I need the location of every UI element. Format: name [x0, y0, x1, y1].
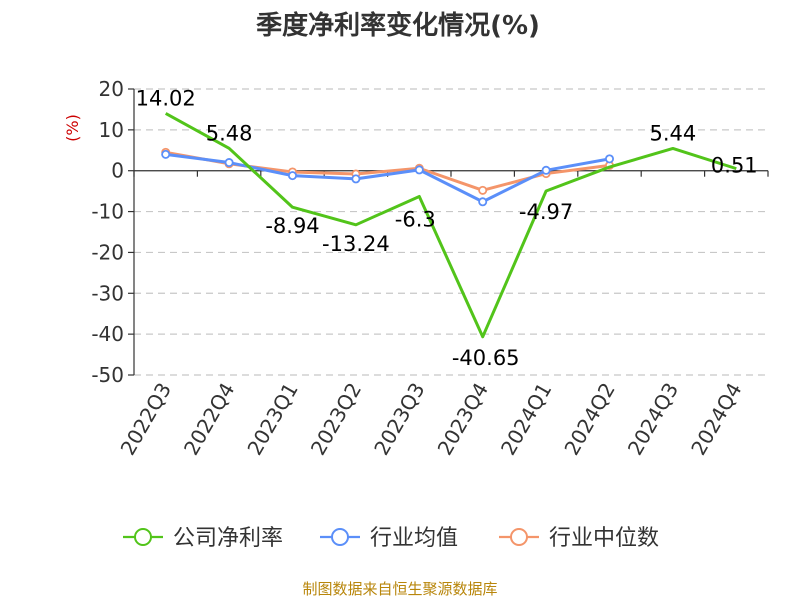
y-tick-label: 20 — [99, 77, 124, 101]
data-label: -6.3 — [395, 207, 436, 231]
series-point-1[interactable] — [478, 197, 488, 207]
legend-swatch-marker — [510, 528, 528, 546]
y-axis-label: (%) — [63, 114, 82, 142]
y-tick-label: -40 — [91, 322, 124, 346]
x-tick-label: 2022Q3 — [116, 379, 176, 460]
series-point-1[interactable] — [541, 165, 551, 175]
chart-title: 季度净利率变化情况(%) — [256, 10, 540, 41]
x-tick-label: 2023Q2 — [306, 379, 366, 460]
series-line-1 — [165, 152, 610, 204]
x-tick-label: 2023Q4 — [433, 379, 493, 460]
data-label: 14.02 — [136, 86, 196, 110]
legend-label[interactable]: 公司净利率 — [173, 526, 283, 551]
y-tick-label: -10 — [91, 200, 124, 224]
y-tick-label: -20 — [91, 240, 124, 264]
y-tick-label: 10 — [99, 118, 124, 142]
y-tick-label: -30 — [91, 281, 124, 305]
x-tick-label: 2024Q2 — [559, 379, 619, 460]
series-point-2[interactable] — [478, 185, 488, 195]
series-point-1[interactable] — [287, 171, 297, 181]
x-tick-label: 2024Q3 — [623, 379, 683, 460]
data-label: 5.48 — [206, 121, 253, 145]
y-tick-label: 0 — [111, 159, 124, 183]
data-source: 制图数据来自恒生聚源数据库 — [302, 580, 497, 598]
data-label: -4.97 — [519, 200, 573, 224]
x-tick-label: 2024Q1 — [496, 379, 556, 460]
legend-label[interactable]: 行业中位数 — [549, 526, 659, 551]
x-tick-label: 2023Q1 — [242, 379, 302, 460]
data-label: -13.24 — [322, 232, 390, 256]
series-point-1[interactable] — [351, 174, 361, 184]
series-point-1[interactable] — [414, 165, 424, 175]
series-point-1[interactable] — [605, 154, 615, 164]
legend-swatch-marker — [331, 528, 349, 546]
data-label: 5.44 — [650, 121, 697, 145]
series-line-0 — [164, 112, 737, 339]
series-point-1[interactable] — [224, 158, 234, 168]
y-tick-label: -50 — [91, 363, 124, 387]
series-point-1[interactable] — [161, 149, 171, 159]
data-label: 0.51 — [711, 154, 758, 178]
legend-label[interactable]: 行业均值 — [370, 526, 458, 551]
data-label: -40.65 — [452, 346, 520, 370]
legend-swatch-marker — [134, 528, 152, 546]
x-tick-label: 2024Q4 — [686, 379, 746, 460]
data-label: -8.94 — [265, 214, 319, 238]
x-tick-label: 2023Q3 — [369, 379, 429, 460]
x-tick-label: 2022Q4 — [179, 379, 239, 460]
